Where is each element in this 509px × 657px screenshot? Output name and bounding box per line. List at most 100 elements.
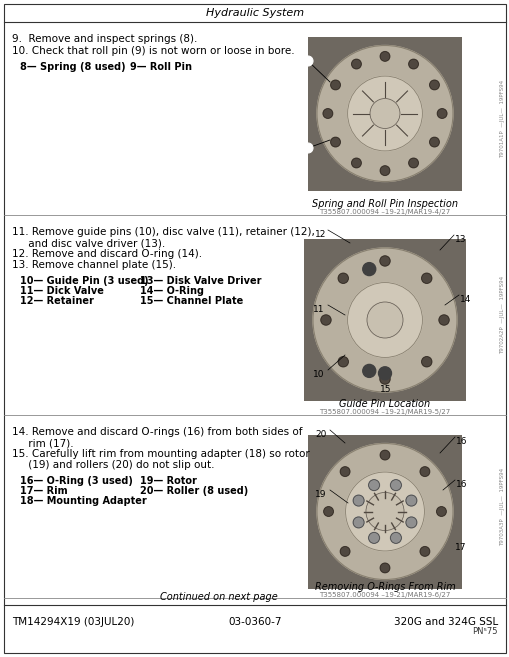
Text: 19: 19 (315, 490, 326, 499)
Text: 13— Disk Valve Driver: 13— Disk Valve Driver (140, 276, 261, 286)
Circle shape (347, 76, 421, 151)
Circle shape (421, 357, 431, 367)
Circle shape (352, 495, 363, 506)
Text: 10: 10 (313, 370, 324, 379)
Circle shape (352, 517, 363, 528)
Text: 16— O-Ring (3 used): 16— O-Ring (3 used) (20, 476, 133, 486)
Text: 8— Spring (8 used): 8— Spring (8 used) (20, 62, 125, 72)
Circle shape (438, 315, 448, 325)
Text: 10. Check that roll pin (9) is not worn or loose in bore.: 10. Check that roll pin (9) is not worn … (12, 46, 294, 56)
Circle shape (421, 273, 431, 283)
Text: 14— O-Ring: 14— O-Ring (140, 286, 204, 296)
Bar (307, 37, 461, 191)
Text: 19— Rotor: 19— Rotor (140, 476, 196, 486)
Circle shape (351, 59, 360, 69)
Text: Removing O-Rings From Rim: Removing O-Rings From Rim (314, 582, 455, 592)
Text: 17: 17 (454, 543, 466, 552)
Text: 17— Rim: 17— Rim (20, 486, 68, 496)
Text: (19) and rollers (20) do not slip out.: (19) and rollers (20) do not slip out. (12, 460, 214, 470)
Circle shape (380, 450, 389, 460)
Circle shape (345, 472, 423, 551)
Circle shape (368, 480, 379, 491)
Circle shape (380, 563, 389, 573)
Circle shape (379, 256, 389, 266)
Text: 9.  Remove and inspect springs (8).: 9. Remove and inspect springs (8). (12, 34, 197, 44)
Text: 20: 20 (315, 430, 326, 439)
Circle shape (330, 80, 340, 90)
Bar (303, 239, 465, 401)
Circle shape (347, 283, 421, 357)
Circle shape (351, 158, 360, 168)
Text: 9— Roll Pin: 9— Roll Pin (130, 62, 191, 72)
Text: 11— Dick Valve: 11— Dick Valve (20, 286, 104, 296)
Text: T9703A3P  —JUL—  19PFS94: T9703A3P —JUL— 19PFS94 (499, 467, 504, 545)
Text: 18— Mounting Adapter: 18— Mounting Adapter (20, 496, 147, 506)
Text: 320G and 324G SSL: 320G and 324G SSL (393, 617, 497, 627)
Text: 14. Remove and discard O-rings (16) from both sides of: 14. Remove and discard O-rings (16) from… (12, 427, 302, 437)
Text: 10— Guide Pin (3 used): 10— Guide Pin (3 used) (20, 276, 148, 286)
Text: T355807.000094 –19-21/MAR19-4/27: T355807.000094 –19-21/MAR19-4/27 (319, 209, 450, 215)
Circle shape (419, 547, 429, 556)
Circle shape (340, 467, 349, 476)
Text: 14: 14 (459, 295, 470, 304)
Text: 8: 8 (304, 57, 310, 66)
Bar (307, 434, 461, 589)
Text: 12. Remove and discard O-ring (14).: 12. Remove and discard O-ring (14). (12, 249, 202, 259)
Text: PN⁵75: PN⁵75 (471, 627, 497, 636)
Text: 13. Remove channel plate (15).: 13. Remove channel plate (15). (12, 260, 176, 270)
Text: 16: 16 (455, 437, 467, 446)
Text: 11: 11 (313, 305, 324, 314)
Circle shape (370, 99, 399, 129)
Circle shape (408, 158, 417, 168)
Circle shape (429, 137, 438, 147)
Text: 20— Roller (8 used): 20— Roller (8 used) (140, 486, 248, 496)
Text: 12: 12 (315, 230, 326, 239)
Text: T9701A1P  —JUL—  19PFS94: T9701A1P —JUL— 19PFS94 (499, 79, 504, 158)
Circle shape (390, 532, 401, 543)
Text: rim (17).: rim (17). (12, 438, 73, 448)
Circle shape (302, 143, 313, 153)
Circle shape (337, 273, 348, 283)
Text: Continued on next page: Continued on next page (160, 592, 277, 602)
Circle shape (362, 365, 375, 377)
Text: TM14294X19 (03JUL20): TM14294X19 (03JUL20) (12, 617, 134, 627)
Circle shape (408, 59, 417, 69)
Text: T355807.000094 –19-21/MAR19-5/27: T355807.000094 –19-21/MAR19-5/27 (319, 409, 450, 415)
Circle shape (405, 495, 416, 506)
Circle shape (320, 315, 330, 325)
Text: and disc valve driver (13).: and disc valve driver (13). (12, 238, 165, 248)
Circle shape (330, 137, 340, 147)
Circle shape (302, 56, 313, 66)
Circle shape (313, 248, 456, 392)
Circle shape (366, 302, 402, 338)
Circle shape (323, 109, 332, 118)
Text: Spring and Roll Pin Inspection: Spring and Roll Pin Inspection (312, 199, 457, 209)
Circle shape (368, 532, 379, 543)
Text: Guide Pin Location: Guide Pin Location (339, 399, 430, 409)
Text: 15— Channel Plate: 15— Channel Plate (140, 296, 243, 306)
Text: 15. Carefully lift rim from mounting adapter (18) so rotor: 15. Carefully lift rim from mounting ada… (12, 449, 309, 459)
Text: Hydraulic System: Hydraulic System (206, 8, 303, 18)
Text: T9702A2P  —JUL—  19PFS94: T9702A2P —JUL— 19PFS94 (499, 276, 504, 354)
Circle shape (437, 109, 446, 118)
Circle shape (380, 52, 389, 61)
Circle shape (365, 493, 403, 531)
Circle shape (390, 480, 401, 491)
Text: 13: 13 (454, 235, 466, 244)
Text: 16: 16 (455, 480, 467, 489)
Text: 03-0360-7: 03-0360-7 (228, 617, 281, 627)
Circle shape (340, 547, 349, 556)
Text: T355807.000094 –19-21/MAR19-6/27: T355807.000094 –19-21/MAR19-6/27 (319, 592, 450, 598)
Circle shape (362, 263, 375, 275)
Text: 12— Retainer: 12— Retainer (20, 296, 94, 306)
Circle shape (323, 507, 333, 516)
Circle shape (378, 367, 391, 380)
Text: 15: 15 (379, 385, 391, 394)
Text: 9: 9 (304, 143, 310, 152)
Circle shape (379, 374, 389, 384)
Circle shape (317, 443, 452, 579)
Text: 11. Remove guide pins (10), disc valve (11), retainer (12),: 11. Remove guide pins (10), disc valve (… (12, 227, 314, 237)
Circle shape (436, 507, 445, 516)
Circle shape (429, 80, 438, 90)
Circle shape (337, 357, 348, 367)
